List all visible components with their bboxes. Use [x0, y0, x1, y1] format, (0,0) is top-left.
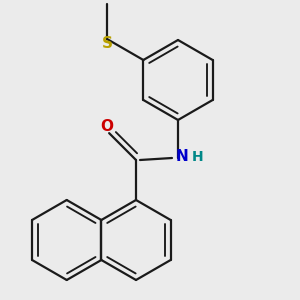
Text: N: N [176, 149, 188, 164]
Text: S: S [101, 35, 112, 50]
Text: O: O [100, 118, 114, 134]
Text: H: H [192, 150, 204, 164]
